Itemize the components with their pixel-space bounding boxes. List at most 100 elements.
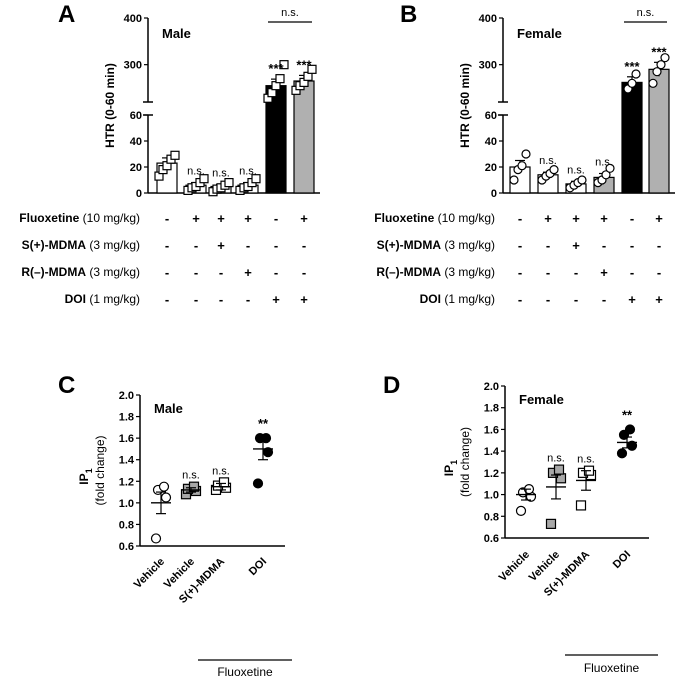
x-category-label-D-0: Vehicle	[497, 549, 532, 584]
data-point-B	[652, 67, 662, 77]
significance-B-1: n.s.	[539, 155, 557, 167]
treatment-sign-B: +	[544, 211, 552, 226]
data-point-B	[656, 60, 666, 70]
y-tick-label-A: 60	[130, 110, 142, 122]
treatment-sign-B: -	[546, 265, 550, 280]
x-category-label-C-0: Vehicle	[132, 556, 167, 591]
y-axis-label-subscript: 1	[84, 468, 94, 473]
significance-C-3: **	[258, 416, 269, 431]
y-tick-label-A: 300	[124, 60, 142, 72]
treatment-sign-B: +	[600, 211, 608, 226]
treatment-sign-A: +	[244, 211, 252, 226]
treatment-sign-A: +	[217, 238, 225, 253]
treatment-sign-A: -	[219, 265, 223, 280]
treatment-sign-A: -	[194, 265, 198, 280]
data-point-B	[517, 161, 527, 171]
data-point-A	[251, 174, 261, 184]
significance-B-2: n.s.	[567, 164, 585, 176]
y-tick-label-D: 1.4	[484, 446, 500, 458]
y-axis-label-C: IP1	[77, 468, 94, 484]
y-tick-label-D: 1.8	[484, 403, 499, 415]
y-tick-label-B: 40	[485, 136, 497, 148]
treatment-name: S(+)-MDMA	[22, 238, 87, 252]
treatment-sign-A: -	[246, 238, 250, 253]
y-tick-label-D: 2.0	[484, 381, 499, 393]
data-point-A	[199, 174, 209, 184]
treatment-sign-A: +	[300, 292, 308, 307]
treatment-sign-B: +	[600, 265, 608, 280]
data-point-D-1	[553, 464, 565, 475]
data-point-A	[279, 60, 289, 70]
treatment-sign-A: -	[165, 238, 169, 253]
data-point-B	[549, 165, 559, 175]
treatment-sign-A: +	[300, 211, 308, 226]
y-tick-label-D: 0.6	[484, 533, 499, 545]
y-tick-label-D: 0.8	[484, 511, 499, 523]
subtitle-B: Female	[517, 26, 562, 41]
treatment-sign-A: -	[194, 292, 198, 307]
y-tick-label-D: 1.0	[484, 490, 499, 502]
data-point-C-0	[158, 481, 170, 492]
treatment-row-label-A: Fluoxetine (10 mg/kg)	[19, 211, 140, 225]
treatment-sign-B: +	[655, 211, 663, 226]
significance-B-5: ***	[651, 44, 667, 59]
significance-D-3: **	[622, 407, 633, 422]
treatment-sign-A: +	[272, 292, 280, 307]
treatment-sign-B: -	[630, 238, 634, 253]
treatment-dose: (1 mg/kg)	[86, 292, 140, 306]
treatment-sign-B: -	[518, 292, 522, 307]
y-tick-label-D: 1.6	[484, 424, 499, 436]
treatment-sign-B: +	[572, 211, 580, 226]
y-tick-label-D: 1.2	[484, 468, 499, 480]
y-tick-label-A: 0	[136, 188, 142, 200]
fluoxetine-group-label-D: Fluoxetine	[584, 661, 640, 675]
significance-B-3: n.s.	[595, 157, 613, 169]
significance-D-2: n.s.	[577, 454, 595, 466]
treatment-dose: (3 mg/kg)	[86, 238, 140, 252]
treatment-sign-A: +	[192, 211, 200, 226]
treatment-row-label-A: R(–)-MDMA (3 mg/kg)	[21, 265, 140, 279]
y-tick-label-B: 300	[479, 60, 497, 72]
data-point-D-3	[616, 448, 628, 459]
treatment-sign-B: -	[518, 265, 522, 280]
significance-C-1: n.s.	[182, 470, 200, 482]
data-point-C-0	[150, 533, 162, 544]
y-tick-label-C: 1.2	[119, 476, 134, 488]
significance-D-1: n.s.	[547, 453, 565, 465]
subtitle-A: Male	[162, 26, 191, 41]
y-axis-label-subscript: 1	[449, 460, 459, 465]
data-point-D-3	[624, 424, 636, 435]
y-tick-label-B: 60	[485, 110, 497, 122]
treatment-dose: (3 mg/kg)	[441, 265, 495, 279]
data-point-A	[224, 178, 234, 188]
significance-B-4: ***	[624, 59, 640, 74]
panel-label-C: C	[58, 372, 75, 399]
y-axis-unit-C: (fold change)	[93, 435, 107, 505]
y-axis-label-B: HTR (0-60 min)	[458, 63, 472, 148]
y-tick-label-A: 20	[130, 162, 142, 174]
panel-label-D: D	[383, 372, 400, 399]
treatment-sign-A: -	[274, 211, 278, 226]
subtitle-C: Male	[154, 401, 183, 416]
significance-A-4: ***	[268, 61, 284, 76]
treatment-row-label-B: S(+)-MDMA (3 mg/kg)	[377, 238, 495, 252]
data-point-C-1	[188, 481, 200, 492]
x-category-label-C-3: DOI	[247, 556, 269, 578]
treatment-name: DOI	[420, 292, 441, 306]
treatment-sign-B: +	[655, 292, 663, 307]
data-point-A	[275, 74, 285, 84]
treatment-sign-A: -	[246, 292, 250, 307]
y-tick-label-C: 1.6	[119, 433, 134, 445]
treatment-dose: (3 mg/kg)	[86, 265, 140, 279]
treatment-sign-B: -	[657, 265, 661, 280]
treatment-sign-A: -	[165, 292, 169, 307]
y-tick-label-C: 1.0	[119, 498, 134, 510]
y-tick-label-C: 1.8	[119, 412, 134, 424]
treatment-sign-B: -	[546, 238, 550, 253]
data-point-C-3	[252, 478, 264, 489]
data-point-B	[648, 78, 658, 88]
treatment-row-label-A: S(+)-MDMA (3 mg/kg)	[22, 238, 140, 252]
subtitle-D: Female	[519, 392, 564, 407]
y-axis-label-main: IP	[442, 465, 456, 476]
treatment-sign-A: -	[165, 265, 169, 280]
